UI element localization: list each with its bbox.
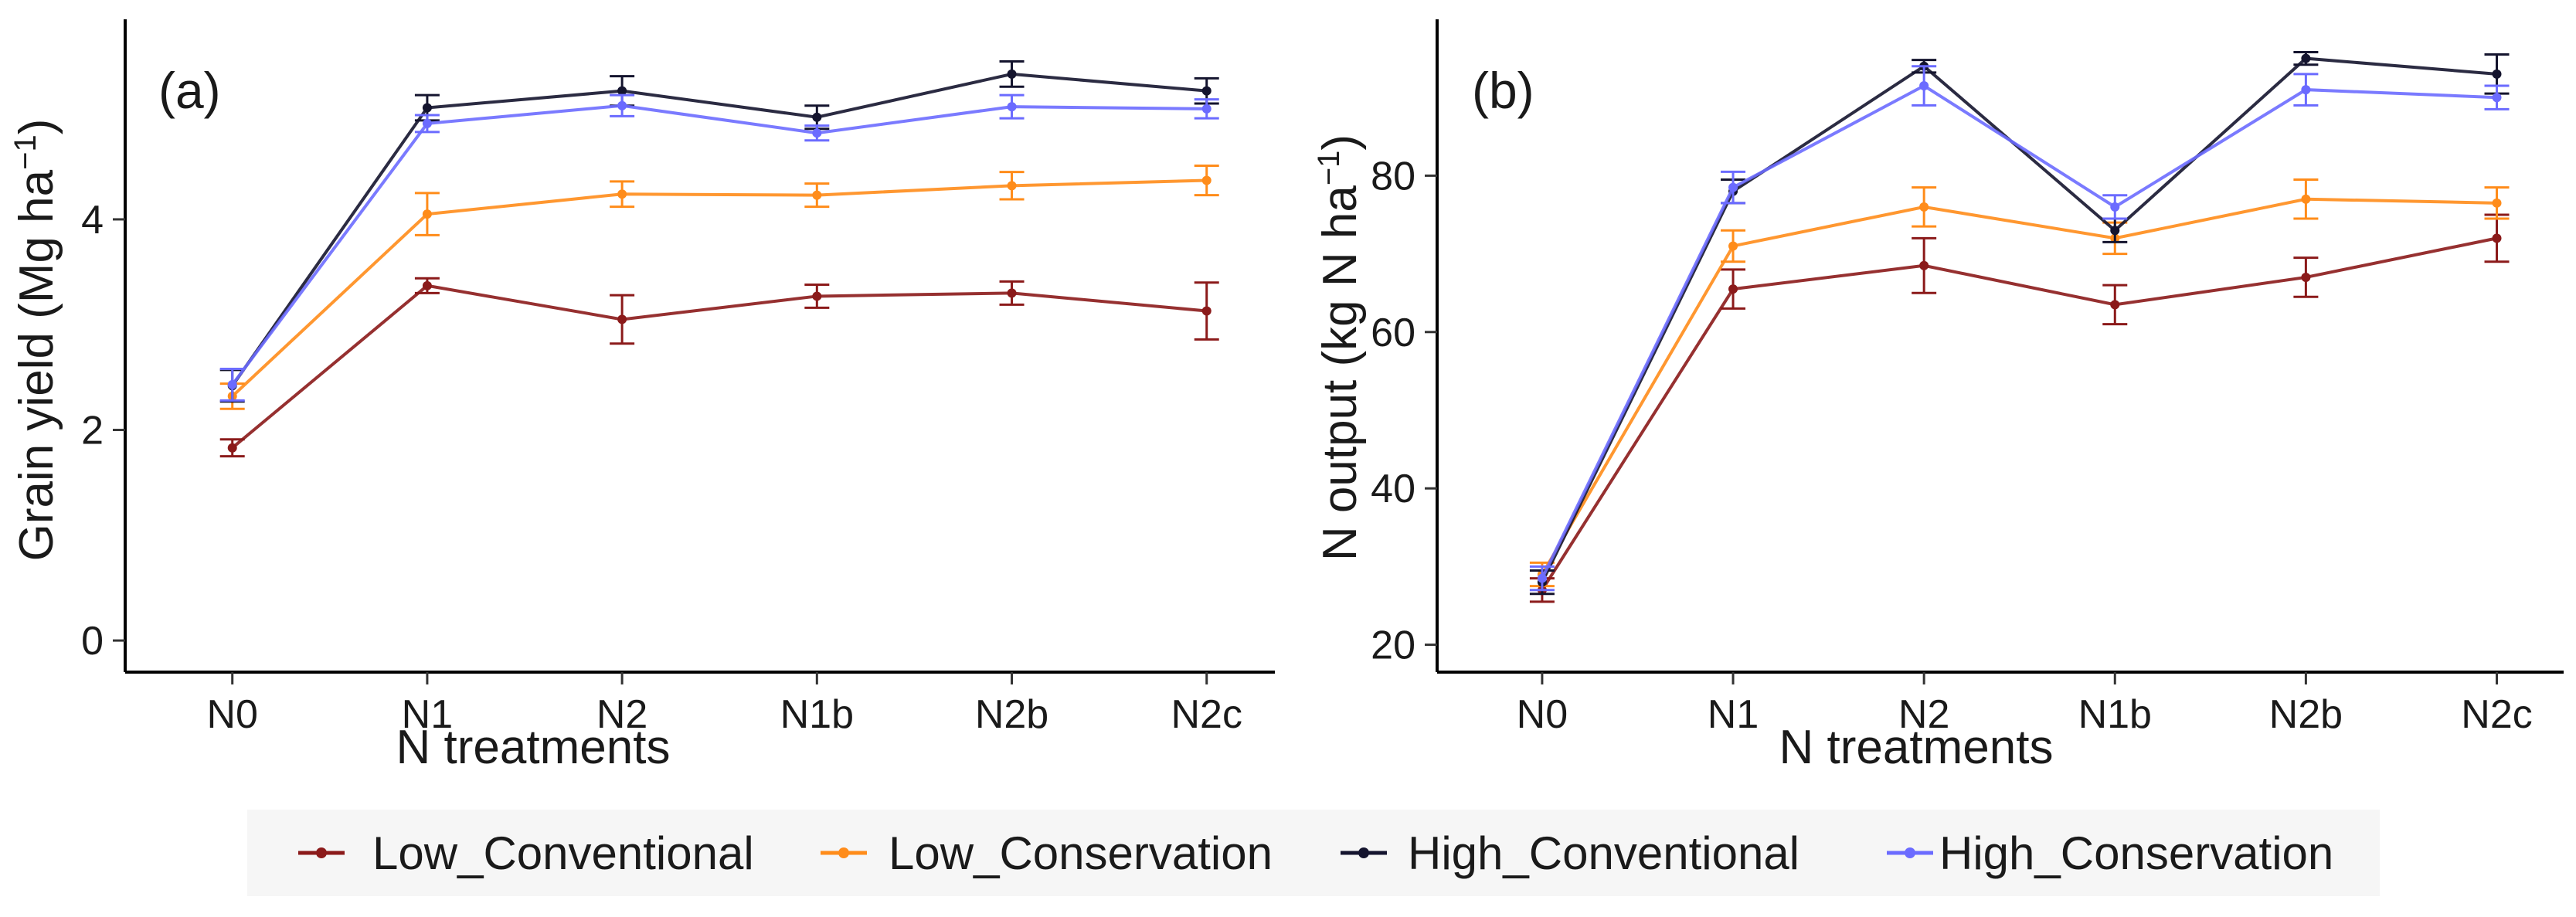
data-point bbox=[2301, 53, 2311, 63]
data-point bbox=[1201, 306, 1212, 316]
panel-b-x-tick-label-n2: N2 bbox=[1898, 692, 1949, 737]
data-point bbox=[1007, 69, 1017, 79]
panel-b-x-tick-label-n2b: N2b bbox=[2269, 692, 2343, 737]
panel-b-x-tick-label-n2c: N2c bbox=[2461, 692, 2532, 737]
series-line bbox=[231, 72, 1207, 387]
data-point bbox=[812, 128, 822, 138]
panel-a-x-tick-label-n0: N0 bbox=[206, 692, 257, 737]
legend-item-low-conventional: Low_Conventional bbox=[298, 827, 754, 879]
legend-swatch-point bbox=[838, 847, 849, 858]
panel-a-x-tick-label-n2: N2 bbox=[596, 692, 647, 737]
panel-a-grain-yield: (a) Grain yield (Mg ha−1) N treatments 0… bbox=[8, 19, 1275, 774]
data-point bbox=[2110, 226, 2120, 236]
legend-swatch-point bbox=[316, 847, 327, 858]
legend-label-low-conservation: Low_Conservation bbox=[889, 827, 1273, 879]
data-point bbox=[2492, 233, 2502, 243]
panel-b-x-tick-label-n0: N0 bbox=[1517, 692, 1568, 737]
panel-b-n-output: (b) N output (kg N ha−1) N treatments 20… bbox=[1312, 19, 2564, 774]
panel-b-x-tick-label-n1: N1 bbox=[1708, 692, 1759, 737]
legend-item-high-conservation: High_Conservation bbox=[1887, 827, 2333, 879]
panel-a-y-tick-label: 0 bbox=[81, 619, 104, 664]
data-point bbox=[1007, 102, 1017, 112]
data-point bbox=[1537, 573, 1547, 583]
series-line bbox=[1541, 83, 2497, 579]
panel-a-x-tick-label-n1b: N1b bbox=[780, 692, 854, 737]
data-point bbox=[1919, 81, 1929, 91]
panel-b-y-axis-title: N output (kg N ha−1) bbox=[1312, 134, 1367, 561]
panel-a-label: (a) bbox=[158, 62, 221, 119]
series-line bbox=[231, 178, 1207, 398]
legend-item-high-conventional: High_Conventional bbox=[1341, 827, 1799, 879]
data-point bbox=[227, 379, 237, 389]
data-point bbox=[812, 291, 822, 301]
series-line bbox=[1541, 197, 2497, 576]
data-point bbox=[1201, 104, 1212, 114]
panel-b-y-tick-label: 20 bbox=[1371, 623, 1415, 668]
data-point bbox=[227, 443, 237, 453]
data-point bbox=[2110, 202, 2120, 212]
data-point bbox=[2492, 69, 2502, 79]
panel-a-x-axis-title: N treatments bbox=[396, 721, 671, 774]
panel-a-x-tick-label-n1: N1 bbox=[402, 692, 453, 737]
panel-a-x-tick-label-n2c: N2c bbox=[1171, 692, 1242, 737]
data-point bbox=[617, 189, 627, 199]
panel-a-y-axis-title: Grain yield (Mg ha−1) bbox=[8, 119, 63, 562]
panel-a-series-low-conventional bbox=[219, 277, 1219, 458]
panel-b-y-tick-label: 60 bbox=[1371, 311, 1415, 355]
data-point bbox=[1919, 202, 1929, 212]
legend-swatch-point bbox=[1905, 847, 1915, 858]
data-point bbox=[1007, 288, 1017, 298]
data-point bbox=[2301, 194, 2311, 204]
data-point bbox=[1201, 86, 1212, 96]
legend-label-high-conventional: High_Conventional bbox=[1408, 827, 1799, 879]
panel-b-label: (b) bbox=[1472, 62, 1534, 119]
data-point bbox=[422, 280, 432, 290]
data-point bbox=[617, 86, 627, 96]
series-line bbox=[231, 104, 1207, 386]
legend-background bbox=[247, 810, 2380, 896]
data-point bbox=[1007, 181, 1017, 191]
panel-a-x-tick-label-n2b: N2b bbox=[975, 692, 1048, 737]
series-line bbox=[1541, 236, 2497, 591]
series-line bbox=[231, 284, 1207, 450]
legend: Low_Conventional Low_Conservation High_C… bbox=[247, 810, 2380, 896]
data-point bbox=[422, 209, 432, 219]
data-point bbox=[2301, 272, 2311, 282]
data-point bbox=[2110, 300, 2120, 310]
data-point bbox=[2492, 93, 2502, 103]
panel-a-series-low-conservation bbox=[219, 164, 1219, 410]
data-point bbox=[1728, 182, 1738, 192]
panel-a-series-high-conservation bbox=[219, 93, 1219, 402]
legend-label-low-conventional: Low_Conventional bbox=[372, 827, 754, 879]
data-point bbox=[1201, 175, 1212, 185]
panel-a-series-high-conventional bbox=[219, 60, 1219, 403]
panel-b-y-tick-label: 40 bbox=[1371, 467, 1415, 511]
data-point bbox=[812, 190, 822, 200]
series-line bbox=[1541, 56, 2497, 583]
data-point bbox=[617, 314, 627, 324]
data-point bbox=[1728, 284, 1738, 294]
data-point bbox=[2301, 85, 2311, 95]
data-point bbox=[1728, 241, 1738, 251]
legend-swatch-point bbox=[1358, 847, 1369, 858]
data-point bbox=[617, 100, 627, 110]
data-point bbox=[1919, 260, 1929, 270]
data-point bbox=[812, 112, 822, 122]
panel-b-x-axis-title: N treatments bbox=[1779, 721, 2054, 774]
data-point bbox=[2492, 198, 2502, 208]
legend-item-low-conservation: Low_Conservation bbox=[821, 827, 1273, 879]
legend-label-high-conservation: High_Conservation bbox=[1939, 827, 2333, 879]
panel-b-y-tick-label: 80 bbox=[1371, 154, 1415, 199]
panel-b-x-tick-label-n1b: N1b bbox=[2078, 692, 2152, 737]
data-point bbox=[422, 103, 432, 113]
panel-a-y-tick-label: 2 bbox=[81, 409, 104, 453]
panel-a-y-tick-label: 4 bbox=[81, 198, 104, 243]
data-point bbox=[422, 118, 432, 128]
panel-b-series-high-conservation bbox=[1529, 65, 2510, 592]
